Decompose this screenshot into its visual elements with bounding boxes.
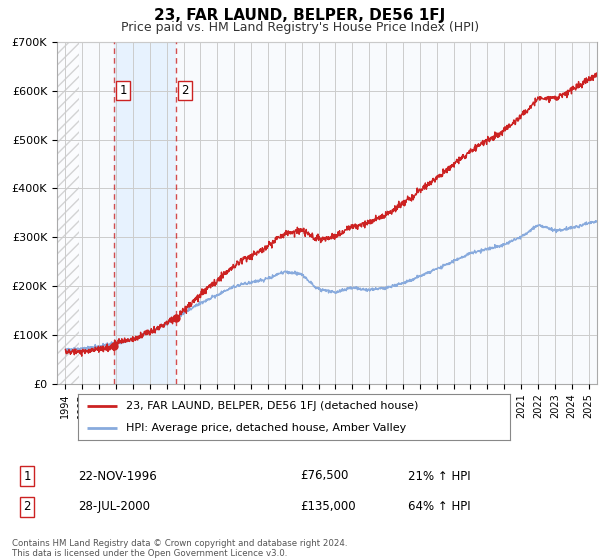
Bar (57, 42, 79, 384)
Text: 23, FAR LAUND, BELPER, DE56 1FJ: 23, FAR LAUND, BELPER, DE56 1FJ (154, 8, 446, 24)
Text: 1: 1 (23, 469, 31, 483)
Text: 28-JUL-2000: 28-JUL-2000 (78, 500, 150, 514)
Text: Contains HM Land Registry data © Crown copyright and database right 2024.
This d: Contains HM Land Registry data © Crown c… (12, 539, 347, 558)
Text: 64% ↑ HPI: 64% ↑ HPI (408, 500, 470, 514)
Text: 2: 2 (23, 500, 31, 514)
Text: 22-NOV-1996: 22-NOV-1996 (78, 469, 157, 483)
Text: 23, FAR LAUND, BELPER, DE56 1FJ (detached house): 23, FAR LAUND, BELPER, DE56 1FJ (detache… (125, 400, 418, 410)
Text: 1: 1 (119, 85, 127, 97)
Text: HPI: Average price, detached house, Amber Valley: HPI: Average price, detached house, Ambe… (125, 423, 406, 433)
Text: £76,500: £76,500 (300, 469, 349, 483)
Bar (115, 42, 176, 384)
Text: 21% ↑ HPI: 21% ↑ HPI (408, 469, 470, 483)
Text: Price paid vs. HM Land Registry's House Price Index (HPI): Price paid vs. HM Land Registry's House … (121, 21, 479, 34)
Text: 2: 2 (181, 85, 189, 97)
Text: £135,000: £135,000 (300, 500, 356, 514)
